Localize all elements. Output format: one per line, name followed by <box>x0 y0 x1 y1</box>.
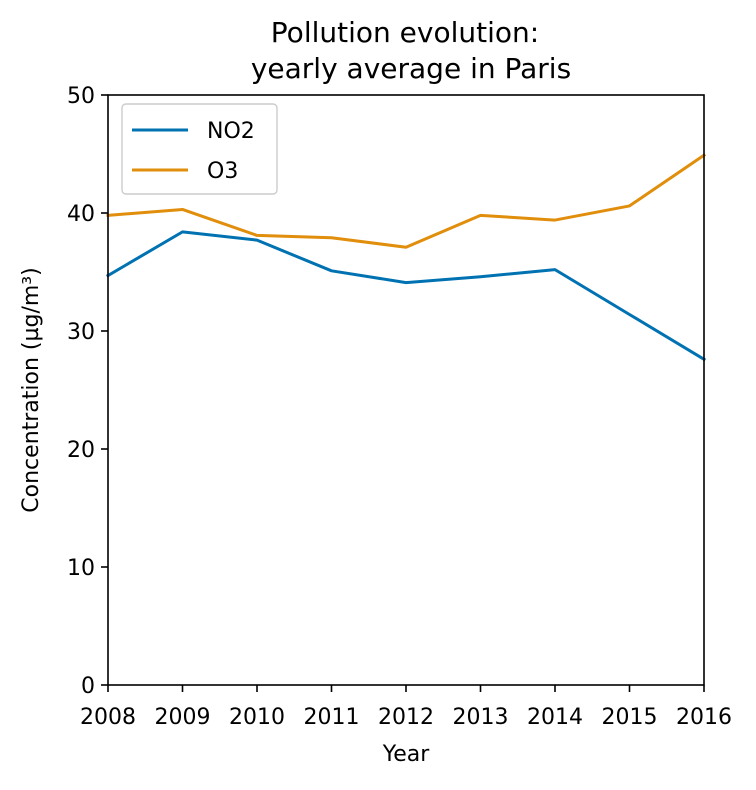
x-tick-label: 2016 <box>676 705 732 730</box>
series-lines <box>105 153 707 362</box>
chart-title-line-1: Pollution evolution: <box>271 16 539 49</box>
series-line-o3 <box>106 153 707 249</box>
y-tick-label: 20 <box>67 438 95 463</box>
x-tick-label: 2012 <box>378 705 434 730</box>
y-axis-label: Concentration (µg/m³) <box>19 267 44 512</box>
y-tick-label: 30 <box>67 320 95 345</box>
x-tick-label: 2014 <box>527 705 583 730</box>
y-tick-label: 50 <box>67 84 95 109</box>
series-line-no2 <box>105 230 707 362</box>
x-tick-label: 2009 <box>155 705 211 730</box>
y-tick-label: 40 <box>67 202 95 227</box>
y-tick-label: 10 <box>67 556 95 581</box>
axis-ticks: 2008 2009 2010 2011 2012 2013 2014 2015 2016 0 10 2… <box>67 84 732 730</box>
legend-label-no2: NO2 <box>207 119 255 144</box>
x-tick-label: 2008 <box>80 705 136 730</box>
legend: NO2 O3 <box>121 103 278 195</box>
x-tick-label: 2013 <box>453 705 509 730</box>
x-tick-label: 2015 <box>602 705 658 730</box>
x-tick-label: 2011 <box>304 705 360 730</box>
x-tick-label: 2010 <box>229 705 285 730</box>
plot-area-frame <box>107 94 705 686</box>
chart-title-line-2: yearly average in Paris <box>251 52 571 85</box>
x-axis-label: Year <box>382 742 431 767</box>
legend-label-o3: O3 <box>207 159 238 184</box>
y-tick-label: 0 <box>81 674 95 699</box>
legend-box <box>121 103 278 195</box>
